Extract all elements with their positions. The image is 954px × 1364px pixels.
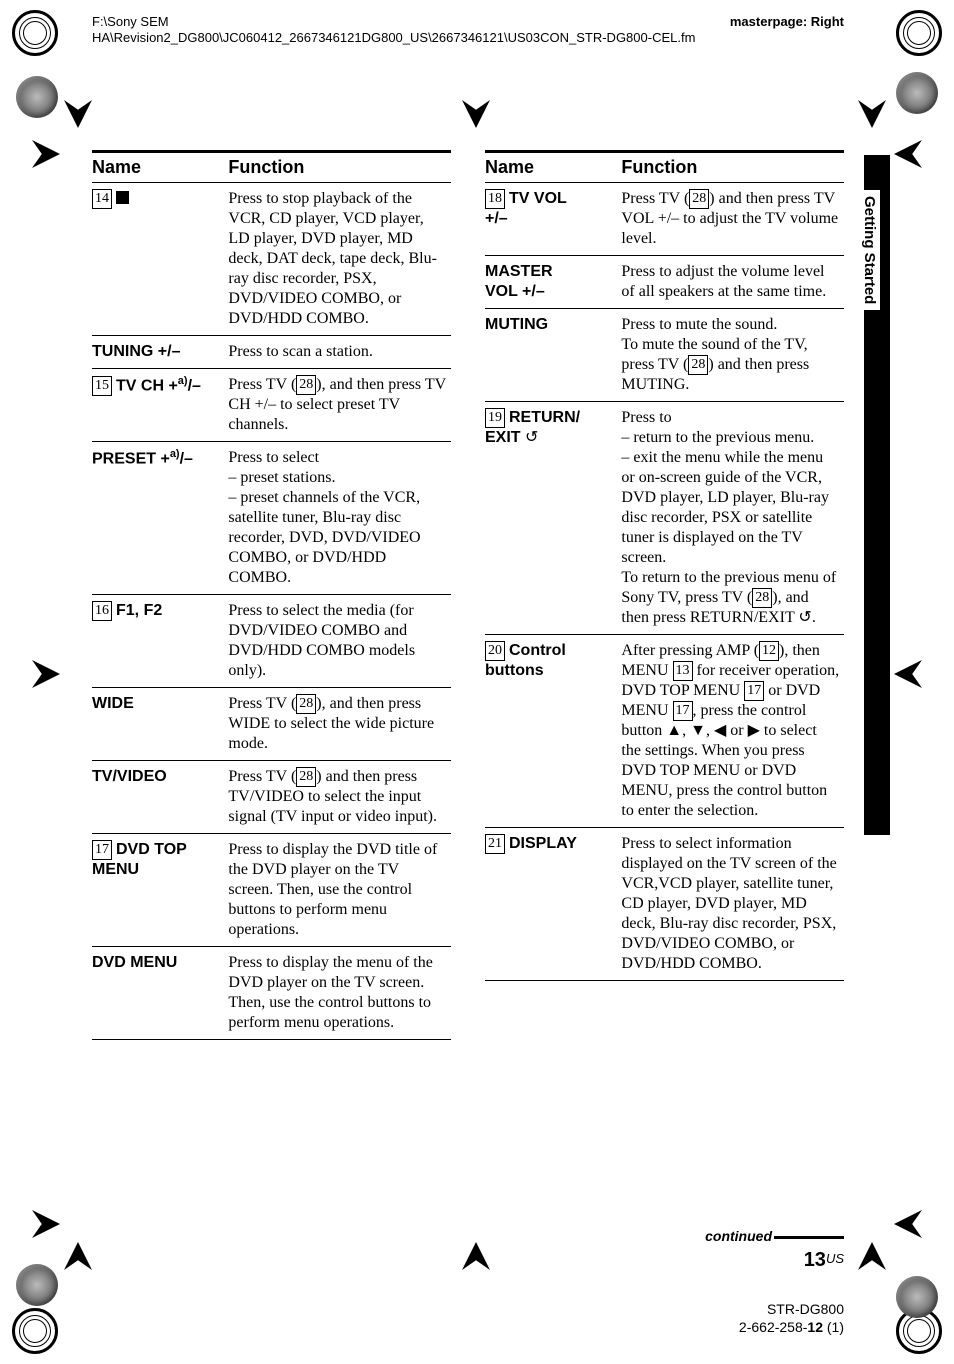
right-row-name: 20Controlbuttons (485, 635, 621, 828)
right-row-function: Press TV (28) and then press TV VOL +/– … (621, 183, 844, 256)
crop-arrow-left-mid (32, 660, 60, 688)
right-th-name: Name (485, 152, 621, 183)
right-table: Name Function 18TV VOL+/–Press TV (28) a… (485, 150, 844, 981)
crop-arrow-top-mid (462, 100, 490, 128)
table-row: WIDEPress TV (28), and then press WIDE t… (92, 688, 451, 761)
footer-page-number: 13US (804, 1249, 844, 1272)
left-row-name: TUNING +/– (92, 336, 228, 369)
left-column: Name Function 14Press to stop playback o… (92, 150, 451, 1040)
crop-arrow-right-mid (894, 660, 922, 688)
right-row-function: Press to adjust the volume level of all … (621, 256, 844, 309)
right-row-function: After pressing AMP (12), then MENU 13 fo… (621, 635, 844, 828)
left-row-function: Press to stop playback of the VCR, CD pl… (228, 183, 451, 336)
right-row-name: MASTERVOL +/– (485, 256, 621, 309)
footer-model: STR-DG800 2-662-258-12 (1) (739, 1300, 844, 1336)
crop-arrow-left-bottom (32, 1210, 60, 1238)
table-row: DVD MENUPress to display the menu of the… (92, 947, 451, 1040)
registration-circle-top-right (896, 72, 938, 114)
left-row-function: Press to display the DVD title of the DV… (228, 834, 451, 947)
registration-circle-bottom-left (16, 1264, 58, 1306)
registration-circle-bottom-right (896, 1276, 938, 1318)
print-ring-top-left (12, 10, 58, 56)
right-row-name: MUTING (485, 309, 621, 402)
left-row-function: Press TV (28), and then press WIDE to se… (228, 688, 451, 761)
crop-arrow-bottom-left (64, 1242, 92, 1270)
table-row: MUTINGPress to mute the sound.To mute th… (485, 309, 844, 402)
left-row-name: PRESET +a)/– (92, 442, 228, 595)
left-row-name: 16F1, F2 (92, 595, 228, 688)
left-row-name: 14 (92, 183, 228, 336)
left-row-name: DVD MENU (92, 947, 228, 1040)
left-row-function: Press to select the media (for DVD/VIDEO… (228, 595, 451, 688)
left-table: Name Function 14Press to stop playback o… (92, 150, 451, 1040)
left-row-name: TV/VIDEO (92, 761, 228, 834)
content-columns: Name Function 14Press to stop playback o… (92, 150, 844, 1040)
header-path: F:\Sony SEM HA\Revision2_DG800\JC060412_… (92, 14, 695, 47)
crop-arrow-bottom-right (858, 1242, 886, 1270)
table-row: MASTERVOL +/–Press to adjust the volume … (485, 256, 844, 309)
right-row-name: 18TV VOL+/– (485, 183, 621, 256)
right-row-function: Press to– return to the previous menu.– … (621, 402, 844, 635)
crop-arrow-left-top (32, 140, 60, 168)
side-tab-label: Getting Started (859, 190, 880, 310)
table-row: 19RETURN/EXIT ↺Press to– return to the p… (485, 402, 844, 635)
left-row-name: 17DVD TOPMENU (92, 834, 228, 947)
left-row-name: WIDE (92, 688, 228, 761)
crop-arrow-bottom-mid (462, 1242, 490, 1270)
left-row-name: 15TV CH +a)/– (92, 369, 228, 442)
left-row-function: Press to select– preset stations.– prese… (228, 442, 451, 595)
table-row: PRESET +a)/–Press to select– preset stat… (92, 442, 451, 595)
left-row-function: Press to display the menu of the DVD pla… (228, 947, 451, 1040)
left-th-func: Function (228, 152, 451, 183)
print-ring-bottom-left (12, 1308, 58, 1354)
table-row: TV/VIDEOPress TV (28) and then press TV/… (92, 761, 451, 834)
table-row: 14Press to stop playback of the VCR, CD … (92, 183, 451, 336)
footer-continued: continued (705, 1228, 844, 1244)
registration-circle-top-left (16, 76, 58, 118)
crop-arrow-top-right (858, 100, 886, 128)
table-row: 21DISPLAYPress to select information dis… (485, 828, 844, 981)
right-row-name: 21DISPLAY (485, 828, 621, 981)
print-ring-top-right (896, 10, 942, 56)
table-row: TUNING +/–Press to scan a station. (92, 336, 451, 369)
crop-arrow-top-left (64, 100, 92, 128)
table-row: 15TV CH +a)/–Press TV (28), and then pre… (92, 369, 451, 442)
left-row-function: Press to scan a station. (228, 336, 451, 369)
table-row: 16F1, F2Press to select the media (for D… (92, 595, 451, 688)
table-row: 20ControlbuttonsAfter pressing AMP (12),… (485, 635, 844, 828)
left-row-function: Press TV (28) and then press TV/VIDEO to… (228, 761, 451, 834)
right-column: Name Function 18TV VOL+/–Press TV (28) a… (485, 150, 844, 1040)
masterpage-label: masterpage: Right (730, 14, 844, 29)
table-row: 18TV VOL+/–Press TV (28) and then press … (485, 183, 844, 256)
crop-arrow-right-top (894, 140, 922, 168)
table-row: 17DVD TOPMENUPress to display the DVD ti… (92, 834, 451, 947)
right-row-function: Press to mute the sound.To mute the soun… (621, 309, 844, 402)
right-row-name: 19RETURN/EXIT ↺ (485, 402, 621, 635)
left-th-name: Name (92, 152, 228, 183)
right-row-function: Press to select information displayed on… (621, 828, 844, 981)
crop-arrow-right-bottom (894, 1210, 922, 1238)
left-row-function: Press TV (28), and then press TV CH +/– … (228, 369, 451, 442)
right-th-func: Function (621, 152, 844, 183)
